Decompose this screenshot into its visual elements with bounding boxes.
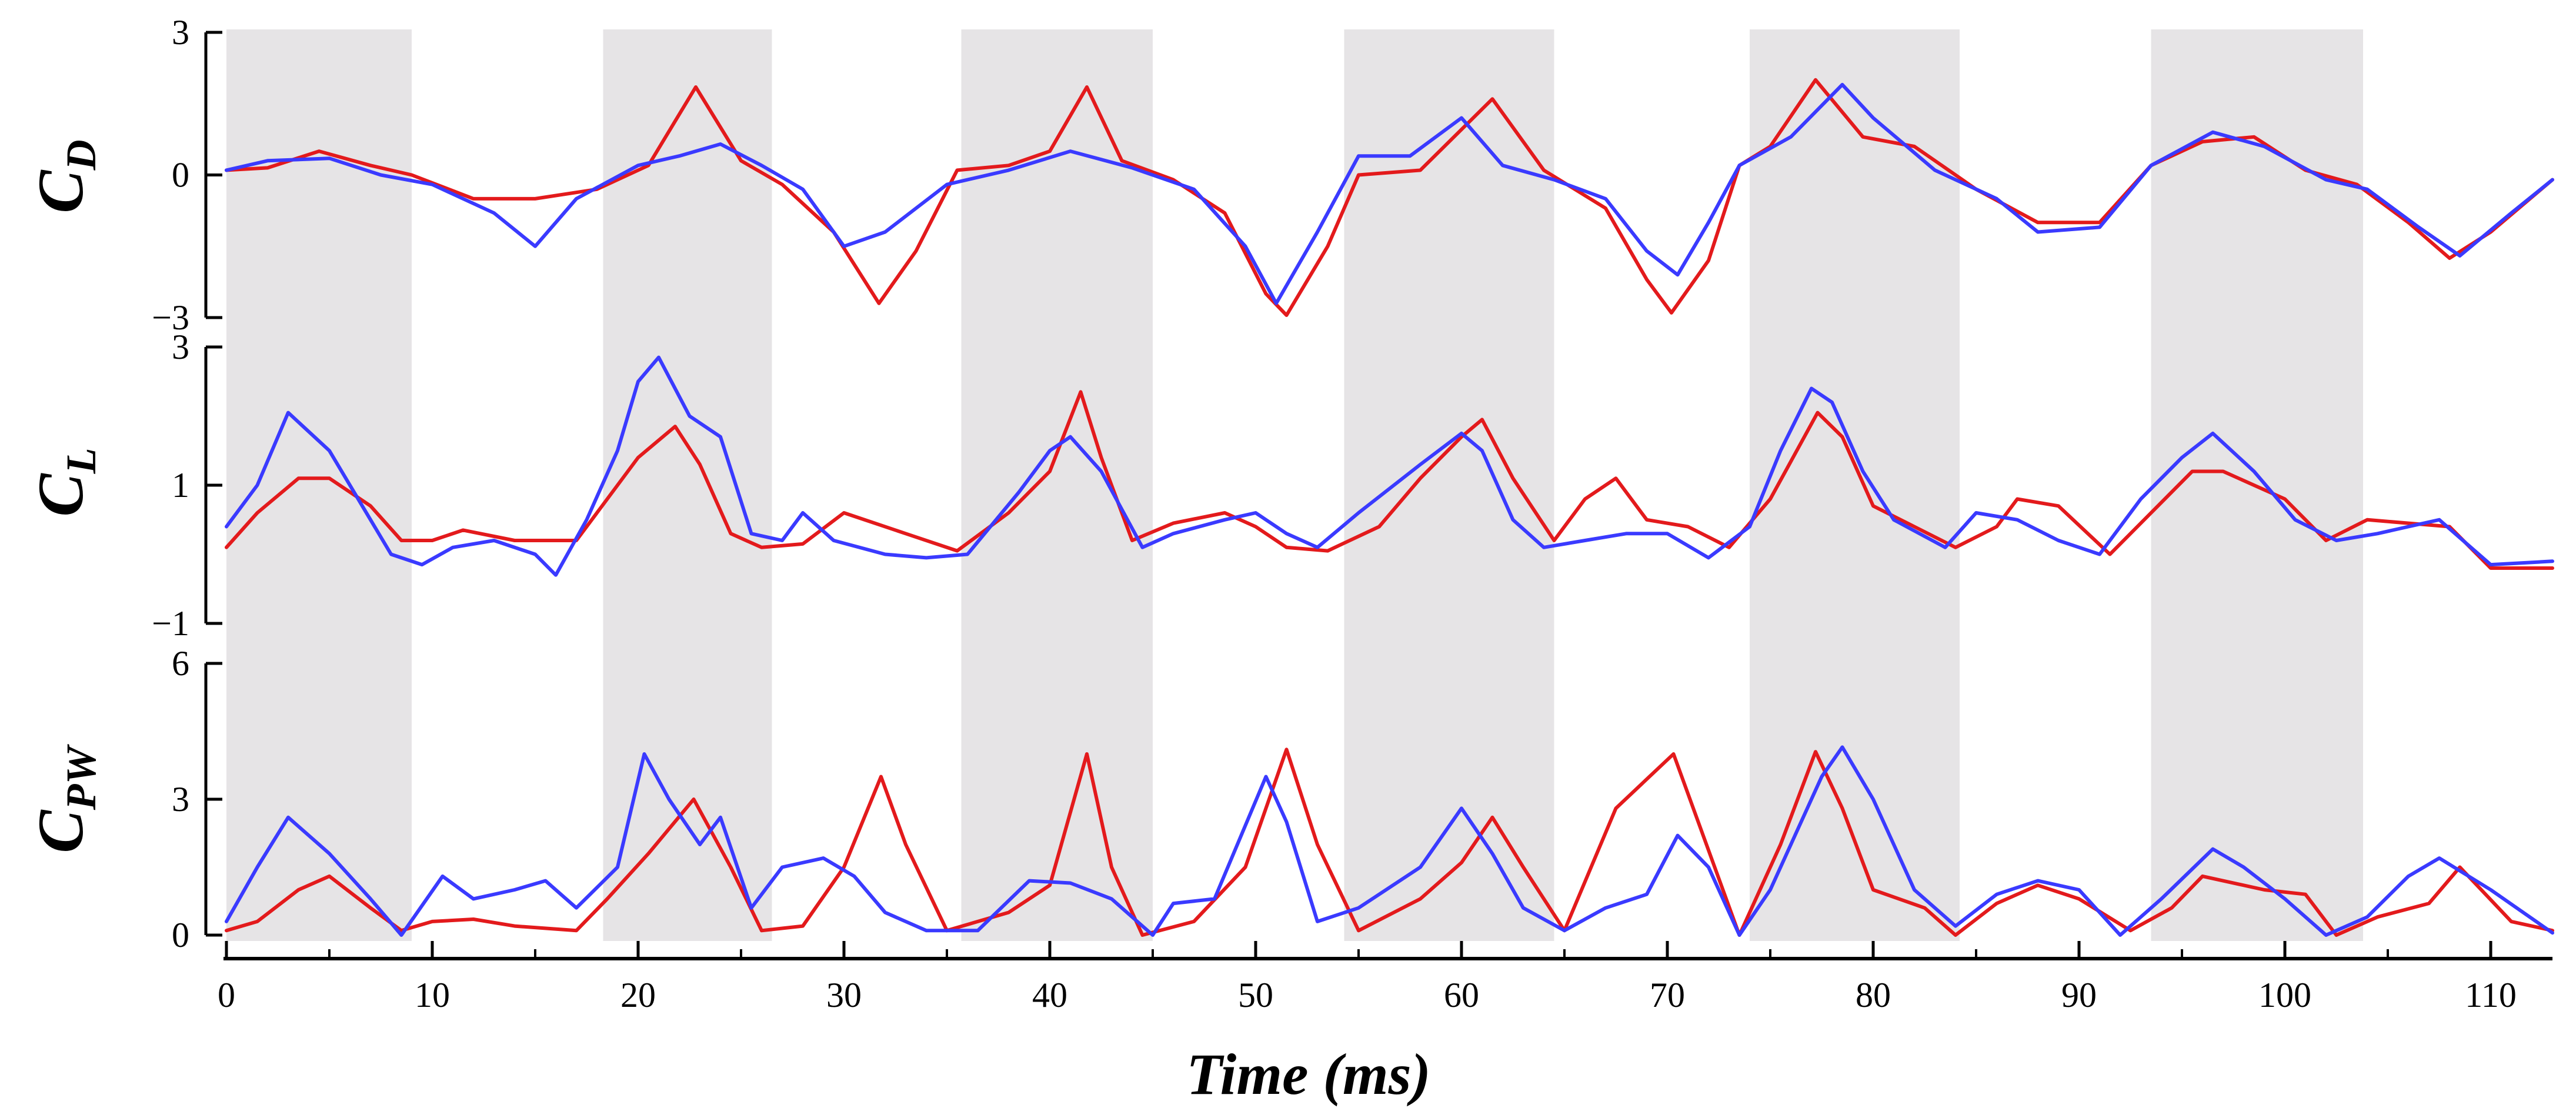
cpw-y-axis-label-subscript: PW [58,743,105,810]
shaded-interval-1 [226,29,412,941]
x-tick-label: 90 [2061,976,2097,1014]
x-tick-label: 100 [2258,976,2311,1014]
cpw-y-tick-label: 3 [172,780,189,819]
cl-y-tick-label: −1 [152,604,189,643]
axes: −3 0 3 CD −1 1 3 CL 0 3 6 CPW 0 10 20 30 40 50 60 70 80 90 100… [25,13,2552,1014]
cpw-y-axis-label: CPW [25,743,105,853]
x-tick-label: 70 [1650,976,1685,1014]
cd-y-tick-label: 0 [172,156,189,195]
cl-y-axis: −1 1 3 CL [25,328,222,643]
x-tick-label: 20 [620,976,656,1014]
x-tick-label: 30 [826,976,862,1014]
x-tick-label: 10 [415,976,450,1014]
x-axis-title: Time (ms) [1186,1042,1431,1107]
shaded-interval-5 [1750,29,1960,941]
cpw-series-red-line [225,747,2554,937]
cl-y-axis-label-subscript: L [58,448,105,474]
cpw-series-blue-line [225,745,2554,937]
cl-y-tick-label: 3 [172,328,189,366]
cd-y-tick-label: 3 [172,13,189,52]
shaded-interval-2 [603,29,772,941]
x-axis: 0 10 20 30 40 50 60 70 80 90 100 110 [218,941,2552,1014]
cpw-y-tick-label: 6 [172,644,189,683]
cpw-y-axis: 0 3 6 CPW [25,644,222,955]
x-tick-label: 50 [1238,976,1273,1014]
cl-y-axis-label: CL [25,448,105,516]
cl-series-red-line [225,390,2554,570]
cpw-y-tick-label: 0 [172,916,189,955]
cd-y-axis: −3 0 3 CD [25,13,222,337]
x-tick-label: 0 [218,976,235,1014]
x-axis-label: Time (ms) [1186,1042,1431,1107]
x-tick-label: 80 [1856,976,1891,1014]
shaded-interval-4 [1344,29,1554,941]
shaded-intervals [226,29,2363,941]
x-tick-label: 60 [1444,976,1479,1014]
plot-area [225,78,2554,937]
cd-y-tick-label: −3 [152,298,189,337]
cl-y-tick-label: 1 [172,466,189,505]
cd-y-axis-label-subscript: D [58,139,105,171]
shaded-interval-3 [961,29,1153,941]
cl-series-blue-line [225,355,2554,577]
x-tick-label: 40 [1032,976,1067,1014]
x-tick-label: 110 [2465,976,2517,1014]
panel-cl [225,355,2554,577]
cd-y-axis-label: CD [25,139,105,213]
panel-cpw [225,745,2554,937]
cd-series-blue-line [225,82,2554,305]
panel-cd [225,78,2554,317]
